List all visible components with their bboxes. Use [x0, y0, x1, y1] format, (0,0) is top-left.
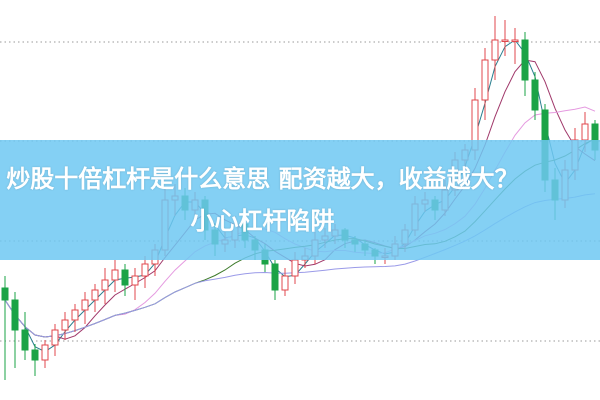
- candle-body: [121, 269, 129, 286]
- candle-body: [281, 275, 289, 291]
- candle-body: [481, 59, 489, 101]
- candle-body: [11, 299, 19, 331]
- banner-title-line2: 小心杠杆陷阱: [190, 207, 335, 235]
- candle-body: [41, 344, 49, 361]
- title-banner: [0, 140, 600, 260]
- banner-title-line1: 炒股十倍杠杆是什么意思 配资越大，收益越大？: [6, 165, 519, 193]
- candle-body: [521, 39, 529, 81]
- candle-body: [131, 275, 139, 286]
- candle-body: [21, 329, 29, 351]
- candle-body: [491, 39, 499, 61]
- candle-body: [581, 123, 589, 141]
- candle-body: [31, 349, 39, 361]
- candle-body: [111, 269, 119, 281]
- candle-body: [81, 299, 89, 311]
- candle-body: [71, 309, 79, 321]
- candle-body: [141, 263, 149, 277]
- candle-body: [271, 263, 279, 291]
- candle-body: [1, 287, 9, 301]
- candle-body: [531, 79, 539, 111]
- moving-average-line: [4, 59, 596, 340]
- candle-body: [91, 289, 99, 301]
- candle-body: [101, 279, 109, 291]
- candle-body: [511, 39, 519, 42]
- candle-body: [291, 259, 299, 277]
- candle-body: [61, 319, 69, 331]
- banner-title: 炒股十倍杠杆是什么意思 配资越大，收益越大？ 小心杠杆陷阱: [0, 158, 525, 242]
- candle-body: [501, 39, 509, 42]
- candle-body: [51, 329, 59, 346]
- moving-average-line: [4, 39, 596, 353]
